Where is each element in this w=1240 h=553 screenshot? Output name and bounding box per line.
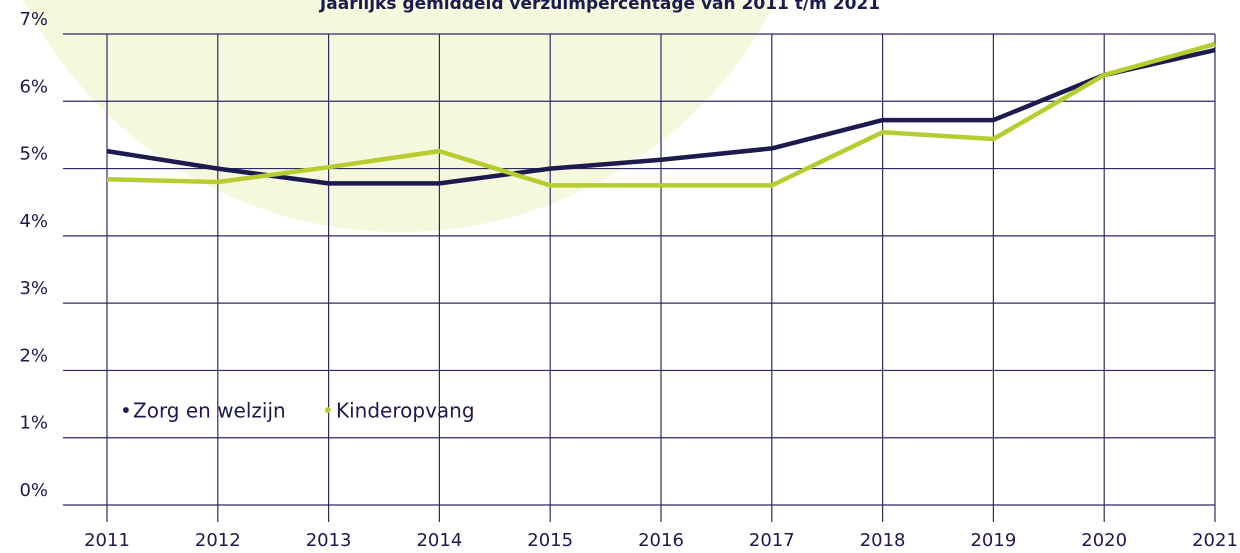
x-tick-label: 2011: [84, 530, 130, 551]
y-tick-label: 6%: [19, 76, 48, 97]
x-tick-label: 2019: [970, 530, 1016, 551]
x-tick-label: 2015: [527, 530, 573, 551]
y-tick-label: 4%: [19, 211, 48, 232]
chart-title: Jaarlijks gemiddeld verzuimpercentage va…: [319, 0, 880, 14]
x-tick-label: 2016: [638, 530, 684, 551]
chart: Jaarlijks gemiddeld verzuimpercentage va…: [0, 0, 1240, 553]
x-tick-label: 2017: [749, 530, 795, 551]
y-tick-label: 2%: [19, 345, 48, 366]
legend-bullet: •: [322, 399, 334, 423]
legend-label: Zorg en welzijn: [133, 399, 286, 423]
x-tick-label: 2012: [195, 530, 241, 551]
legend-bullet: •: [120, 399, 132, 423]
y-tick-label: 5%: [19, 144, 48, 165]
y-tick-label: 3%: [19, 278, 48, 299]
x-tick-label: 2018: [860, 530, 906, 551]
x-tick-label: 2014: [416, 530, 462, 551]
legend-label: Kinderopvang: [336, 399, 475, 423]
y-tick-label: 0%: [19, 480, 48, 501]
x-tick-label: 2021: [1192, 530, 1238, 551]
y-tick-label: 7%: [19, 9, 48, 30]
x-tick-label: 2020: [1081, 530, 1127, 551]
background-circle: [0, 0, 822, 232]
x-tick-label: 2013: [306, 530, 352, 551]
y-tick-label: 1%: [19, 413, 48, 434]
